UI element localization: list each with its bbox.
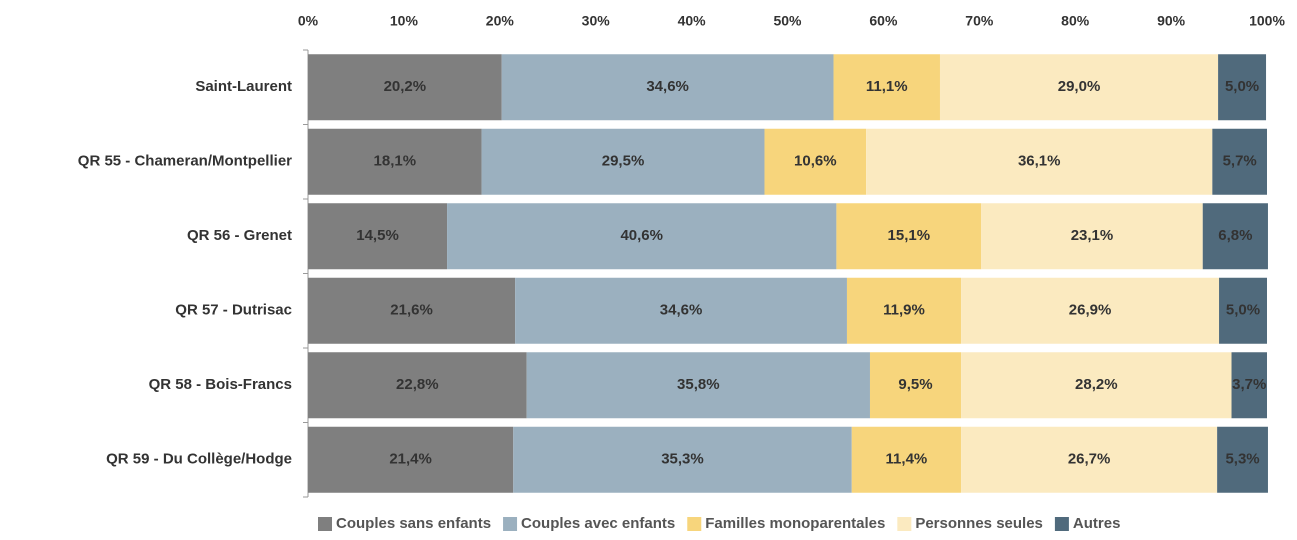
data-label: 40,6% xyxy=(620,227,663,244)
bar-segment xyxy=(1218,54,1267,121)
data-label: 26,7% xyxy=(1068,451,1111,468)
legend-swatch xyxy=(318,517,332,531)
legend-label: Familles monoparentales xyxy=(705,515,885,532)
legend-swatch xyxy=(503,517,518,531)
bar-segment xyxy=(513,426,852,493)
data-label: 9,5% xyxy=(898,376,932,393)
bar-segment xyxy=(836,203,982,270)
data-label: 34,6% xyxy=(660,302,703,319)
x-tick-label: 40% xyxy=(678,13,707,29)
data-label: 28,2% xyxy=(1075,376,1118,393)
bar-segment xyxy=(851,426,962,493)
bar-segment xyxy=(1231,352,1267,419)
legend-label: Couples sans enfants xyxy=(336,515,491,532)
legend-label: Couples avec enfants xyxy=(521,515,675,532)
bar-segment xyxy=(447,203,837,270)
legend-swatch xyxy=(897,517,912,531)
data-label: 21,4% xyxy=(389,451,432,468)
bar-segment xyxy=(981,203,1203,270)
x-tick-label: 30% xyxy=(582,13,611,29)
y-tick-label: QR 56 - Grenet xyxy=(187,227,292,244)
bar-segment xyxy=(764,128,867,195)
data-label: 10,6% xyxy=(794,153,837,170)
bar-segment xyxy=(869,352,962,419)
x-tick-label: 20% xyxy=(486,13,515,29)
x-tick-label: 50% xyxy=(773,13,802,29)
data-label: 29,5% xyxy=(602,153,645,170)
x-tick-label: 60% xyxy=(869,13,898,29)
data-label: 11,9% xyxy=(883,302,925,319)
data-label: 11,1% xyxy=(866,78,908,95)
bar-segment xyxy=(526,352,870,419)
x-tick-label: 80% xyxy=(1061,13,1090,29)
bar-segment xyxy=(308,128,482,195)
x-tick-label: 10% xyxy=(390,13,419,29)
data-label: 6,8% xyxy=(1218,227,1252,244)
bar-segment xyxy=(501,54,834,121)
data-label: 36,1% xyxy=(1018,153,1061,170)
data-label: 18,1% xyxy=(374,153,417,170)
data-label: 23,1% xyxy=(1071,227,1114,244)
data-label: 5,0% xyxy=(1226,302,1260,319)
y-tick-label: QR 59 - Du Collège/Hodge xyxy=(106,451,292,468)
bar-segment xyxy=(961,277,1220,344)
bar-segment xyxy=(1219,277,1267,344)
bar-segment xyxy=(308,54,502,121)
bar-segment xyxy=(1217,426,1268,493)
y-tick-label: QR 58 - Bois-Francs xyxy=(149,376,292,393)
bar-segment xyxy=(833,54,940,121)
data-label: 5,7% xyxy=(1223,153,1257,170)
data-label: 15,1% xyxy=(888,227,931,244)
legend-label: Autres xyxy=(1073,515,1121,532)
y-tick-label: QR 55 - Chameran/Montpellier xyxy=(78,153,292,170)
x-tick-label: 90% xyxy=(1157,13,1186,29)
bar-segment xyxy=(1212,128,1267,195)
bar-segment xyxy=(846,277,962,344)
bar-segment xyxy=(481,128,765,195)
bar-segment xyxy=(515,277,847,344)
data-label: 35,8% xyxy=(677,376,720,393)
data-label: 26,9% xyxy=(1069,302,1112,319)
data-label: 34,6% xyxy=(646,78,689,95)
bar-segment xyxy=(308,426,514,493)
bar-segment xyxy=(961,426,1218,493)
data-label: 14,5% xyxy=(356,227,399,244)
legend-swatch xyxy=(1054,517,1069,531)
data-label: 5,3% xyxy=(1225,451,1259,468)
bar-segment xyxy=(939,54,1219,121)
data-label: 11,4% xyxy=(886,451,928,468)
x-tick-label: 0% xyxy=(298,13,319,29)
bar-segment xyxy=(866,128,1213,195)
y-tick-label: Saint-Laurent xyxy=(195,78,292,95)
y-tick-label: QR 57 - Dutrisac xyxy=(175,302,292,319)
bar-segment xyxy=(308,203,448,270)
data-label: 5,0% xyxy=(1225,78,1259,95)
data-label: 20,2% xyxy=(384,78,427,95)
bar-segment xyxy=(961,352,1232,419)
bar-segment xyxy=(308,352,527,419)
bar-segment xyxy=(308,277,516,344)
legend-swatch xyxy=(687,517,702,531)
data-label: 3,7% xyxy=(1232,376,1266,393)
data-label: 21,6% xyxy=(390,302,433,319)
data-label: 22,8% xyxy=(396,376,439,393)
bar-segment xyxy=(1202,203,1268,270)
data-label: 35,3% xyxy=(661,451,704,468)
data-label: 29,0% xyxy=(1058,78,1101,95)
legend-label: Personnes seules xyxy=(915,515,1043,532)
x-tick-label: 100% xyxy=(1249,13,1285,29)
x-tick-label: 70% xyxy=(965,13,994,29)
